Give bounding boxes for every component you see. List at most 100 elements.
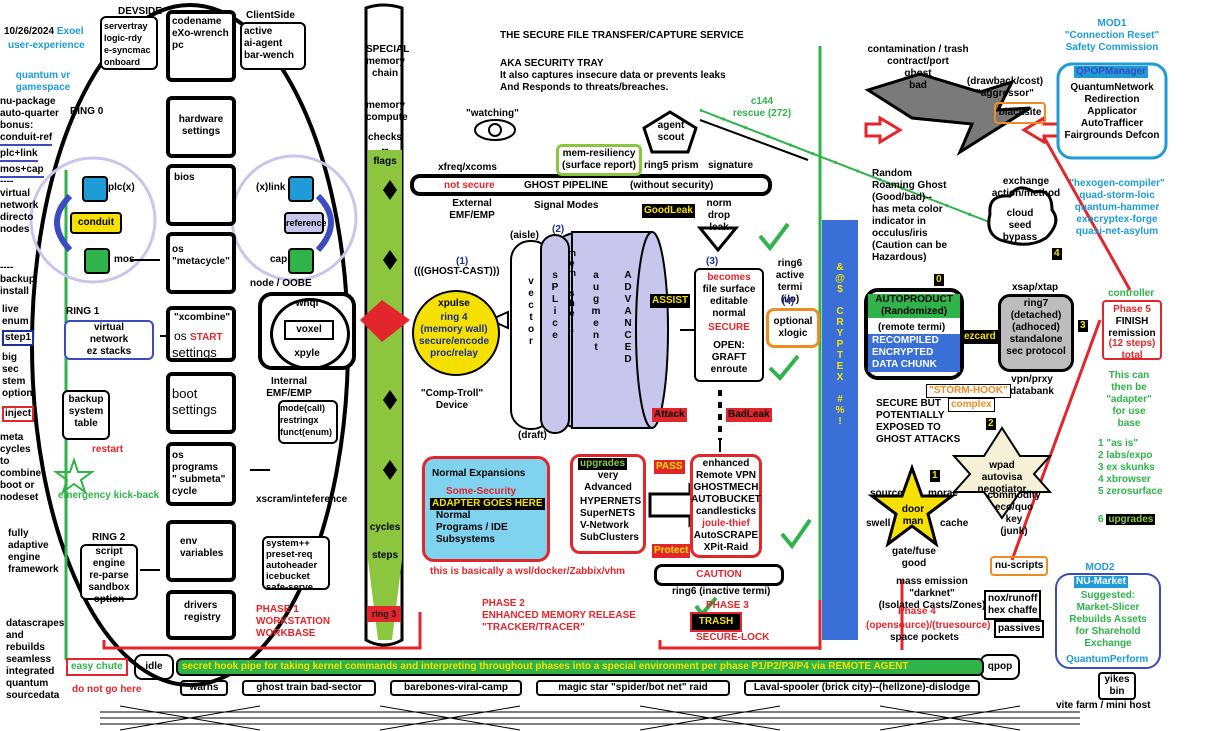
optional-xlogic-box[interactable]: optional xlogic (766, 308, 820, 348)
easy-chute-box[interactable]: easy chute (66, 658, 128, 676)
caution-box[interactable]: CAUTION (654, 564, 784, 586)
bios-box[interactable]: bios (174, 172, 195, 183)
voxel-box[interactable]: voxel (284, 320, 334, 340)
ring5-label: ring5 prism (644, 160, 699, 171)
boot-settings-box[interactable]: boot settings (172, 386, 217, 417)
script-engine-box[interactable]: script engine re-parse sandbox option (88, 546, 130, 605)
n4-label: (4) (782, 296, 795, 307)
conduit-node[interactable]: conduit (70, 212, 122, 234)
signature-label: signature (708, 160, 754, 171)
ring6-inactive-label: ring6 (inactive termi) (672, 586, 771, 597)
inject-box[interactable]: inject (2, 406, 35, 422)
secret-hook-pipe[interactable]: secret hook pipe for taking kernel comma… (176, 658, 984, 676)
system-pp-box[interactable]: system++ preset-req autoheader icebucket… (266, 538, 318, 593)
some-security-label: Some-Security (446, 486, 517, 497)
ring7-box[interactable]: ring7 (detached) (adhoced) standalone se… (1006, 298, 1066, 357)
badge-3: 3 (1078, 320, 1088, 332)
badge-4: 4 (1052, 248, 1062, 260)
twelve-steps-label: (12 steps) total (1108, 338, 1156, 361)
pass-badge: PASS (654, 460, 685, 474)
swell-label: swell (866, 518, 891, 529)
ghostmech-label: GHOSTMECH AUTOBUCKET candlesticks (691, 482, 761, 517)
quantum-perform-label: QuantumPerform (1066, 654, 1149, 665)
restart-label[interactable]: restart (92, 444, 124, 455)
phase2-label: PHASE 2 ENHANCED MEMORY RELEASE "TRACKER… (482, 598, 636, 633)
nu-scripts-box[interactable]: nu-scripts (990, 556, 1049, 576)
nu-market-label: NU-Market (1074, 576, 1129, 588)
attack-badge: Attack (652, 408, 687, 422)
cap-label: cap (270, 254, 288, 265)
gate-fuse-label: gate/fuse good (892, 546, 936, 569)
special-memory-chain-label: SPECIAL memory chain (366, 44, 410, 79)
goodleak-badge: GoodLeak (642, 204, 695, 218)
autoscrape-label: AutoSCRAPE XPit-Raid (693, 530, 759, 553)
cryptex-column: & @ $ C R Y P T E X # % ! (835, 262, 845, 427)
drivers-registry-box[interactable]: drivers registry (184, 600, 221, 623)
os-metacycle-box[interactable]: os "metacycle" (172, 244, 230, 267)
internal-emf-label: Internal EMF/EMP (266, 376, 312, 399)
ux-label: user-experience (8, 40, 85, 51)
controller-label: controller (1108, 288, 1155, 299)
mod1-label: MOD1 "Connection Reset" Safety Commissio… (1064, 18, 1160, 53)
enhanced-vpn-label: enhanced Remote VPN (695, 458, 756, 481)
nupkg-label: nu-package auto-quarter bonus: (0, 96, 59, 131)
mode-call-box[interactable]: mode(call) restringx funct(enum) (280, 403, 332, 437)
env-variables-box[interactable]: env variables (180, 536, 224, 559)
step1-box[interactable]: step1 (2, 330, 35, 346)
cloud-bypass-label[interactable]: cloud seed bypass (1002, 208, 1038, 243)
passives-box[interactable]: passives (994, 620, 1045, 638)
mem-resiliency-box[interactable]: mem-resiliency (surface report) (556, 144, 642, 176)
hardware-settings-box[interactable]: hardware settings (178, 114, 224, 137)
becomes-label: becomes (707, 272, 751, 283)
norm-drop-leak-label: norm drop leak (706, 198, 732, 233)
normal-programs-label: Normal Programs / IDE Subsystems (436, 510, 508, 545)
xlink-node[interactable] (288, 176, 314, 202)
trash-box[interactable]: TRASH (690, 612, 742, 632)
ring6-active-label: ring6 active termi (i/o) (775, 258, 805, 305)
wpad-label[interactable]: wpad autovisa negotiator (977, 460, 1027, 495)
secure-but-label: SECURE BUT POTENTIALLY EXPOSED TO GHOST … (876, 398, 961, 445)
qpop-button[interactable]: qpop (980, 654, 1020, 680)
xpulse-circle[interactable] (412, 290, 500, 376)
mos-node[interactable] (84, 248, 110, 274)
complex-label: complex (948, 398, 995, 412)
magic-star-box[interactable]: magic star "spider/bot net" raid (536, 680, 730, 696)
ghost-train-box[interactable]: ghost train bad-sector (242, 680, 376, 696)
autoproduct-label: AUTOPRODUCT (Randomized) (868, 294, 960, 318)
opensource-label: (opensource)/(truesource) (866, 620, 991, 631)
vector-label: v e c t o r (527, 276, 535, 347)
big-sec-label: big sec stem option (2, 352, 33, 399)
open-graft-label: OPEN: GRAFT enroute (710, 340, 748, 375)
plcx-node[interactable] (82, 176, 108, 202)
os-programs-box[interactable]: os programs " submeta" cycle (172, 450, 226, 497)
idle-button[interactable]: idle (134, 654, 174, 680)
conduit-ref-label: conduit-ref (0, 132, 53, 146)
nox-runoff-box[interactable]: nox/runoff hex chaffe (984, 590, 1042, 620)
xsap-label: xsap/xtap (1012, 282, 1059, 293)
virtual-network-box[interactable]: virtual network ez stacks (86, 322, 132, 357)
doorman-label[interactable]: door man (901, 504, 925, 527)
wsl-label: this is basically a wsl/docker/Zabbix/vh… (430, 566, 626, 577)
yikes-bin-box[interactable]: yikes bin (1098, 672, 1136, 700)
backup-system-box[interactable]: backup system table (68, 394, 104, 429)
barebones-box[interactable]: barebones-viral-camp (390, 680, 522, 696)
reference-node[interactable]: reference (284, 212, 327, 234)
settings-label: settings (172, 345, 217, 360)
cap-node[interactable] (288, 248, 314, 274)
storm-hook-label: "STORM-HOOK" (926, 384, 1011, 398)
xpulse-label: xpulse (438, 298, 470, 309)
protect-badge: Protect (652, 544, 691, 558)
warns-box[interactable]: warns (180, 680, 228, 696)
agent-scout-label[interactable]: agent scout (657, 120, 685, 143)
ring0-label: RING 0 (70, 106, 104, 117)
n1-label: (1) (456, 256, 469, 267)
secure-transfer-title: THE SECURE FILE TRANSFER/CAPTURE SERVICE (500, 30, 744, 41)
whql-label: whql (295, 298, 319, 309)
ezcard-badge[interactable]: ezcard (962, 330, 998, 344)
kickback-label[interactable]: emergency kick-back (58, 490, 160, 501)
laval-spooler-box[interactable]: Laval-spooler (brick city)--(hellzone)-d… (744, 680, 980, 696)
servertray-box: servertray logic-rdy e-syncmac onboard (104, 21, 151, 67)
blacksite-box[interactable]: blacksite (994, 102, 1046, 124)
adapter-here-label[interactable]: ADAPTER GOES HERE (430, 498, 545, 510)
suggested-label: Suggested: Market-Slicer Rebuilds Assets… (1069, 590, 1147, 649)
